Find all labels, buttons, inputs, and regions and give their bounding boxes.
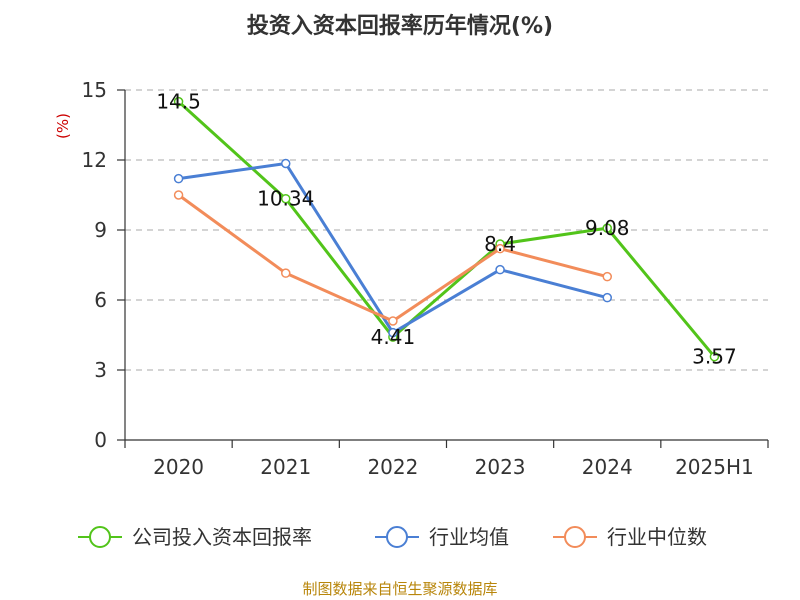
y-tick-label: 0 bbox=[94, 428, 107, 452]
source-note: 制图数据来自恒生聚源数据库 bbox=[302, 580, 497, 598]
y-tick-label: 9 bbox=[94, 218, 107, 242]
data-point[interactable] bbox=[495, 243, 505, 254]
data-point[interactable] bbox=[602, 292, 612, 303]
series-line bbox=[178, 162, 608, 335]
legend-marker bbox=[564, 526, 586, 548]
data-point[interactable] bbox=[602, 271, 612, 282]
series-0 bbox=[173, 96, 720, 362]
legend-label: 行业中位数 bbox=[607, 525, 707, 549]
data-point[interactable] bbox=[388, 316, 398, 326]
data-point[interactable] bbox=[388, 327, 398, 338]
data-label: 8.4 bbox=[484, 232, 516, 256]
data-point[interactable] bbox=[281, 158, 291, 169]
x-tick-label: 2025H1 bbox=[675, 455, 754, 479]
grid-lines bbox=[125, 89, 768, 371]
data-label: 9.08 bbox=[585, 216, 630, 240]
legend-marker bbox=[89, 526, 111, 548]
data-label: 3.57 bbox=[692, 345, 737, 369]
series-1 bbox=[173, 158, 612, 338]
y-tick-label: 15 bbox=[82, 78, 107, 102]
legend-item[interactable]: 公司投入资本回报率 bbox=[78, 525, 312, 549]
series-layer bbox=[173, 96, 720, 362]
x-tick-label: 2020 bbox=[153, 455, 204, 479]
x-tick-label: 2021 bbox=[260, 455, 311, 479]
data-point[interactable] bbox=[281, 268, 291, 278]
x-tick-label: 2024 bbox=[582, 455, 633, 479]
data-labels: 14.5 10.34 4.41 8.4 9.08 3.57 bbox=[156, 90, 736, 369]
series-2 bbox=[173, 190, 612, 326]
series-line bbox=[177, 100, 716, 358]
data-point[interactable] bbox=[173, 173, 184, 184]
data-point[interactable] bbox=[709, 351, 720, 362]
legend[interactable]: 公司投入资本回报率 行业均值 行业中位数 bbox=[78, 525, 707, 549]
series-line bbox=[177, 193, 608, 323]
x-tick-label: 2022 bbox=[367, 455, 418, 479]
y-axis-unit-label: (%) bbox=[54, 113, 72, 139]
legend-label: 公司投入资本回报率 bbox=[132, 525, 312, 549]
legend-item[interactable]: 行业中位数 bbox=[553, 525, 707, 549]
data-label: 14.5 bbox=[156, 90, 201, 114]
data-label: 4.41 bbox=[371, 325, 416, 349]
axes: 0 3 6 9 12 15 2020 2021 2022 2023 2024 2025H1 bbox=[82, 78, 769, 479]
data-label: 10.34 bbox=[257, 187, 314, 211]
data-point[interactable] bbox=[602, 223, 612, 233]
x-tick-label: 2023 bbox=[475, 455, 526, 479]
data-point[interactable] bbox=[173, 96, 184, 107]
y-tick-label: 12 bbox=[82, 148, 107, 172]
y-tick-label: 6 bbox=[94, 288, 107, 312]
legend-label: 行业均值 bbox=[429, 525, 509, 549]
legend-item[interactable]: 行业均值 bbox=[375, 525, 509, 549]
data-point[interactable] bbox=[281, 193, 291, 204]
legend-marker bbox=[386, 526, 408, 548]
y-tick-label: 3 bbox=[94, 358, 107, 382]
data-point[interactable] bbox=[495, 264, 505, 275]
chart-title: 投资入资本回报率历年情况(%) bbox=[247, 13, 553, 39]
data-point[interactable] bbox=[173, 190, 184, 200]
